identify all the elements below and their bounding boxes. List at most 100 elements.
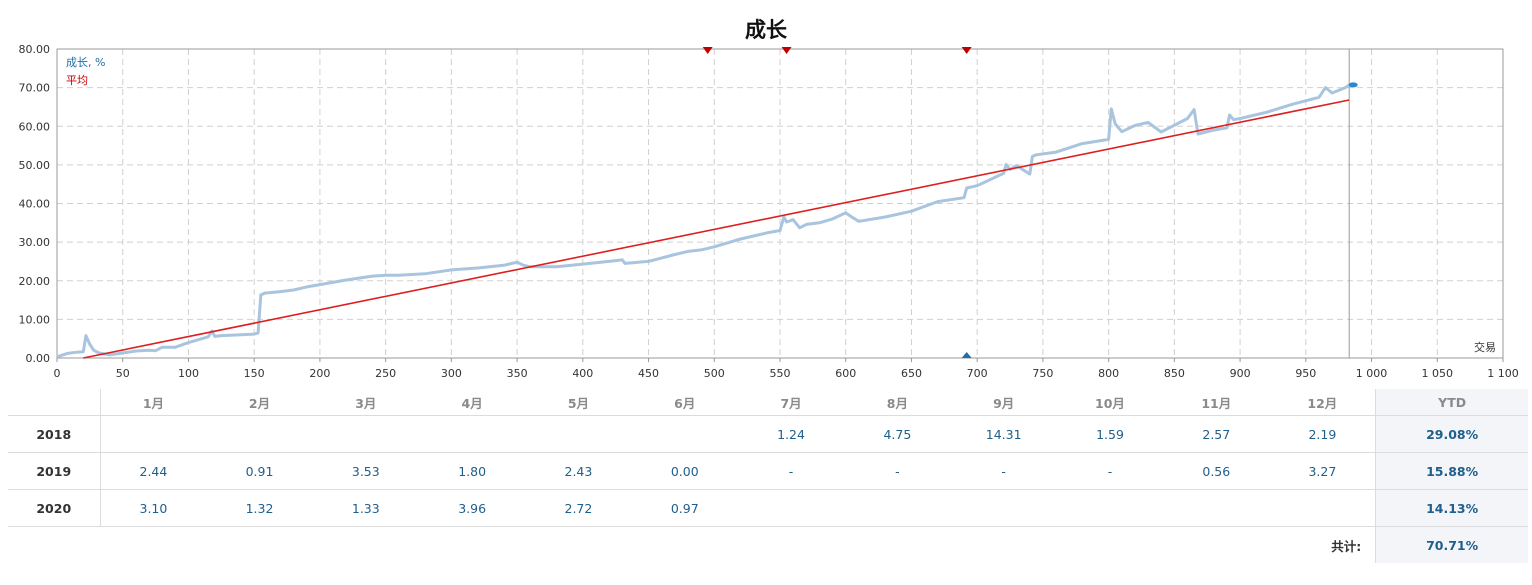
month-value-cell: 2.72	[525, 489, 632, 527]
x-tick-label: 400	[572, 367, 593, 380]
y-tick-label: 0.00	[26, 352, 51, 365]
month-value-cell	[737, 489, 845, 527]
grid	[57, 48, 1503, 358]
year-cell: 2019	[8, 452, 101, 490]
year-column-header	[8, 389, 101, 416]
month-value-cell	[312, 415, 419, 453]
month-header: 7月	[737, 389, 845, 416]
y-tick-label: 30.00	[19, 236, 51, 249]
event-marker-top[interactable]	[702, 47, 713, 54]
month-value-cell: 3.96	[418, 489, 526, 527]
month-value-cell: 0.56	[1163, 452, 1270, 490]
month-value-cell: 4.75	[844, 415, 951, 453]
month-value-cell	[1269, 489, 1376, 527]
x-tick-label: 150	[244, 367, 265, 380]
event-markers[interactable]	[702, 47, 972, 358]
month-header: 6月	[631, 389, 738, 416]
x-tick-label: 550	[770, 367, 791, 380]
month-value-cell: 3.53	[312, 452, 419, 490]
month-value-cell	[418, 415, 526, 453]
month-value-cell: 2.57	[1163, 415, 1270, 453]
legend-growth: 成长, %	[66, 56, 105, 69]
month-value-cell: -	[1056, 452, 1164, 490]
month-value-cell: 1.59	[1056, 415, 1164, 453]
x-tick-label: 700	[967, 367, 988, 380]
x-tick-label: 1 100	[1487, 367, 1519, 380]
y-tick-label: 10.00	[19, 313, 51, 326]
month-header: 9月	[950, 389, 1057, 416]
month-value-cell: 1.80	[418, 452, 526, 490]
month-value-cell	[844, 489, 951, 527]
month-header: 3月	[312, 389, 419, 416]
month-value-cell: 1.32	[206, 489, 313, 527]
x-tick-label: 50	[116, 367, 130, 380]
ytd-cell: 14.13%	[1375, 489, 1528, 527]
x-tick-label: 900	[1230, 367, 1251, 380]
total-value: 70.71%	[1375, 526, 1528, 563]
growth-end-point	[1348, 82, 1358, 88]
month-value-cell: 0.91	[206, 452, 313, 490]
x-tick-label: 750	[1032, 367, 1053, 380]
month-value-cell	[631, 415, 738, 453]
y-tick-label: 70.00	[19, 82, 51, 95]
month-header: 1月	[100, 389, 207, 416]
month-value-cell: 0.00	[631, 452, 738, 490]
x-tick-label: 850	[1164, 367, 1185, 380]
month-value-cell	[206, 415, 313, 453]
event-marker-top[interactable]	[961, 47, 972, 54]
month-header: 4月	[418, 389, 526, 416]
month-value-cell: 2.44	[100, 452, 207, 490]
ytd-cell: 15.88%	[1375, 452, 1528, 490]
month-value-cell: -	[737, 452, 845, 490]
y-tick-label: 50.00	[19, 159, 51, 172]
table-header-row: 1月 2月 3月 4月 5月 6月 7月 8月 9月 10月 11月 12月 YTD	[8, 389, 1528, 416]
month-value-cell	[525, 415, 632, 453]
ytd-header: YTD	[1375, 389, 1528, 416]
table-row: 2019 2.44 0.91 3.53 1.80 2.43 0.00- - - -0.56 3.27…	[8, 452, 1528, 490]
event-marker-top[interactable]	[781, 47, 792, 54]
month-value-cell: -	[950, 452, 1057, 490]
table-row: 2020 3.10 1.32 1.33 3.96 2.72 0.97 14.13%	[8, 489, 1528, 527]
total-row: 共计: 70.71%	[8, 526, 1528, 563]
year-cell: 2020	[8, 489, 101, 527]
y-tick-label: 80.00	[19, 43, 51, 56]
ytd-cell: 29.08%	[1375, 415, 1528, 453]
month-value-cell: -	[844, 452, 951, 490]
x-tick-label: 600	[835, 367, 856, 380]
month-header: 10月	[1056, 389, 1164, 416]
month-value-cell: 14.31	[950, 415, 1057, 453]
month-header: 2月	[206, 389, 313, 416]
month-header: 11月	[1163, 389, 1270, 416]
growth-series-line	[56, 83, 1351, 359]
x-tick-label: 350	[507, 367, 528, 380]
month-value-cell	[1163, 489, 1270, 527]
month-value-cell: 3.10	[100, 489, 207, 527]
x-axis-label: 交易	[1474, 340, 1496, 354]
monthly-returns-table: 1月 2月 3月 4月 5月 6月 7月 8月 9月 10月 11月 12月 YTD 2018 1.24 4…	[8, 389, 1528, 563]
y-tick-label: 60.00	[19, 120, 51, 133]
x-tick-label: 500	[704, 367, 725, 380]
series	[56, 82, 1358, 359]
chart-title: 成长	[745, 18, 787, 42]
y-tick-label: 40.00	[19, 198, 51, 211]
total-label: 共计:	[1331, 538, 1362, 554]
month-header: 5月	[525, 389, 632, 416]
x-tick-label: 950	[1295, 367, 1316, 380]
month-header: 12月	[1269, 389, 1376, 416]
x-tick-label: 450	[638, 367, 659, 380]
month-value-cell	[100, 415, 207, 453]
x-tick-label: 200	[309, 367, 330, 380]
month-value-cell: 1.33	[312, 489, 419, 527]
average-series-line	[83, 99, 1350, 359]
table-row: 2018 1.24 4.75 14.31 1.59 2.57 2.19 29.08%	[8, 415, 1528, 453]
month-value-cell: 3.27	[1269, 452, 1376, 490]
month-header: 8月	[844, 389, 951, 416]
month-value-cell: 2.43	[525, 452, 632, 490]
x-tick-label: 1 050	[1422, 367, 1454, 380]
event-marker-bottom[interactable]	[961, 352, 972, 358]
month-value-cell	[950, 489, 1057, 527]
month-value-cell: 0.97	[631, 489, 738, 527]
growth-chart: 0.00 10.00 20.00 30.00 40.00 50.00 60.00 70.00 8…	[19, 43, 1519, 380]
axes: 0.00 10.00 20.00 30.00 40.00 50.00 60.00 70.00 8…	[19, 43, 1519, 380]
y-tick-label: 20.00	[19, 275, 51, 288]
